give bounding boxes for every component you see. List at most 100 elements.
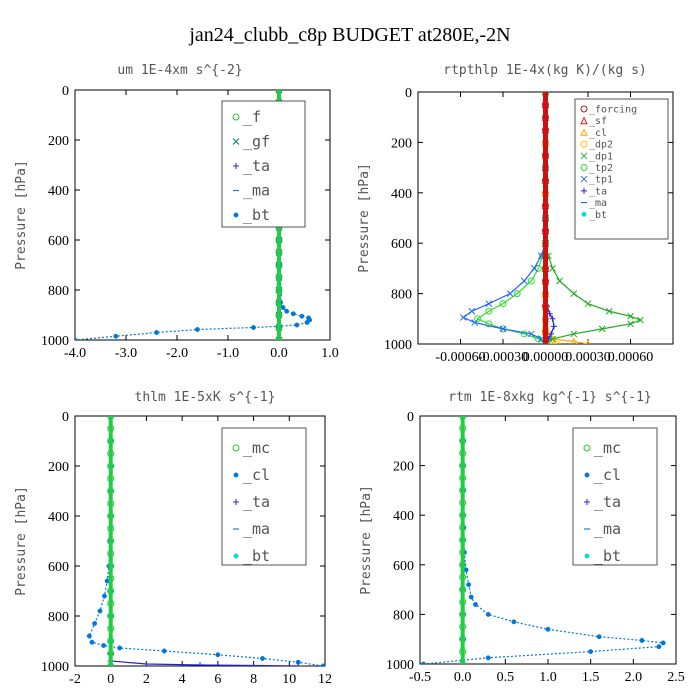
plot-frame [74,89,331,341]
y-tick-label: 600 [393,559,414,574]
legend-marker [580,175,588,183]
data-point-cl [545,626,551,632]
legend-marker [233,553,239,559]
y-tick-label: 400 [48,184,69,199]
x-tick-label: 0.00000 [523,350,569,365]
data-point-cl [466,582,472,588]
legend-marker [580,164,588,171]
panel-1: um 1E-4xm s^{-2} -4.0 -3.0 -2.0 -1.0 0.0 1.0 0 2… [14,63,339,361]
x-tick-label: 0 [107,672,114,687]
y-tick-label: 800 [48,610,69,625]
data-point-tp2 [534,264,542,272]
data-point-tp1 [530,265,538,272]
x-tick-label: 0.5 [497,670,515,685]
legend-label: _ma [243,520,270,538]
legend-marker [580,116,588,125]
legend-label: _bt [589,210,607,221]
data-point-cl [320,663,325,666]
data-point-tp1 [506,290,514,297]
data-point-tp1 [468,307,476,315]
data-point-dp1 [549,335,556,343]
y-tick-label: 400 [48,510,69,525]
data-point-dp1 [570,290,578,297]
legend-label: _tp2 [589,163,613,174]
data-point-dp1 [549,265,556,272]
legend-marker [233,163,239,169]
series-tp1 [459,92,549,344]
data-point-tp2 [485,320,493,328]
series-line-tp2 [476,92,547,344]
figure-title: jan24_clubb_c8p BUDGET at280E,-2N [188,24,510,46]
data-point-tp1 [527,330,535,338]
data-point-cl [92,621,98,626]
data-point-tp1 [485,300,493,308]
legend-marker [580,140,588,148]
legend-label: _cl [243,466,270,484]
data-point-ta [551,323,557,330]
data-point-cl [89,639,95,645]
legend-label: _mc [243,439,270,457]
x-tick-label: -1.0 [217,346,239,361]
data-point-bt [290,311,296,317]
x-tick-label: 2.0 [625,670,643,685]
legend-label: _cl [589,128,607,139]
series-layer [420,416,666,664]
data-point-bt [251,325,256,330]
y-tick-label: 0 [62,84,69,99]
data-point-bt [294,322,300,328]
y-tick-label: 200 [48,460,69,475]
data-point-bt [304,320,310,325]
x-tick-label: 2.5 [667,670,685,685]
legend-marker [581,211,587,217]
x-tick-label: 4 [179,672,186,687]
y-axis-label: Pressure [hPa] [357,163,372,273]
x-tick-label: 12 [318,672,332,687]
y-tick-label: 600 [391,237,412,252]
data-point-cl [215,652,221,658]
y-tick-label: 400 [391,187,412,202]
legend-marker [580,152,588,160]
legend-marker [233,472,239,478]
data-point-tp1 [520,277,528,285]
legend-label: _sf [589,116,607,127]
data-point-dp1 [627,312,634,320]
legend-marker [583,444,591,452]
legend-marker [232,113,240,121]
y-tick-label: 0 [405,86,412,101]
data-point-tp2 [527,277,535,285]
panel-2: rtpthlp 1E-4x(kg K)/(kg s) -0.00060-0.000… [357,63,674,365]
data-point-ta [143,661,150,666]
legend-label: _bt [594,547,621,565]
data-point-cl [660,640,666,646]
data-point-tp2 [520,330,528,338]
legend-label: _f [243,108,261,126]
data-point-dp1 [598,325,606,333]
legend-box [574,98,669,240]
data-point-dp2 [553,340,561,344]
x-tick-label: 1.0 [321,346,339,361]
legend-marker [233,499,239,505]
panel-title: rtm 1E-8xkg kg^{-1} s^{-1} [448,390,652,405]
data-point-tp2 [499,300,507,308]
panel-4: rtm 1E-8xkg kg^{-1} s^{-1} -0.5 0.0 0.5 1.0 1… [359,390,685,685]
data-point-cl [511,619,517,625]
legend-label: _forcing [589,105,637,116]
x-tick-label: 10 [282,672,296,687]
data-point-cl [656,644,662,650]
legend-label: _bt [243,206,270,224]
legend-label: _ma [589,198,607,209]
y-axis-label: Pressure [hPa] [14,486,29,596]
data-point-tp2 [474,315,481,323]
legend: _forcing_sf_cl_dp2_dp1_tp2_tp1_ta_ma_bt [574,98,669,240]
data-point-bt [75,337,78,340]
data-point-ta [197,662,203,666]
y-tick-label: 1000 [384,338,412,353]
data-point-bt [154,330,160,335]
panel-title: rtpthlp 1E-4x(kg K)/(kg s) [443,63,647,78]
legend-marker [584,553,590,559]
legend-label: _ta [594,493,621,511]
x-tick-label: 1.5 [582,670,600,685]
y-tick-label: 1000 [41,660,69,675]
data-point-bt [284,308,290,314]
